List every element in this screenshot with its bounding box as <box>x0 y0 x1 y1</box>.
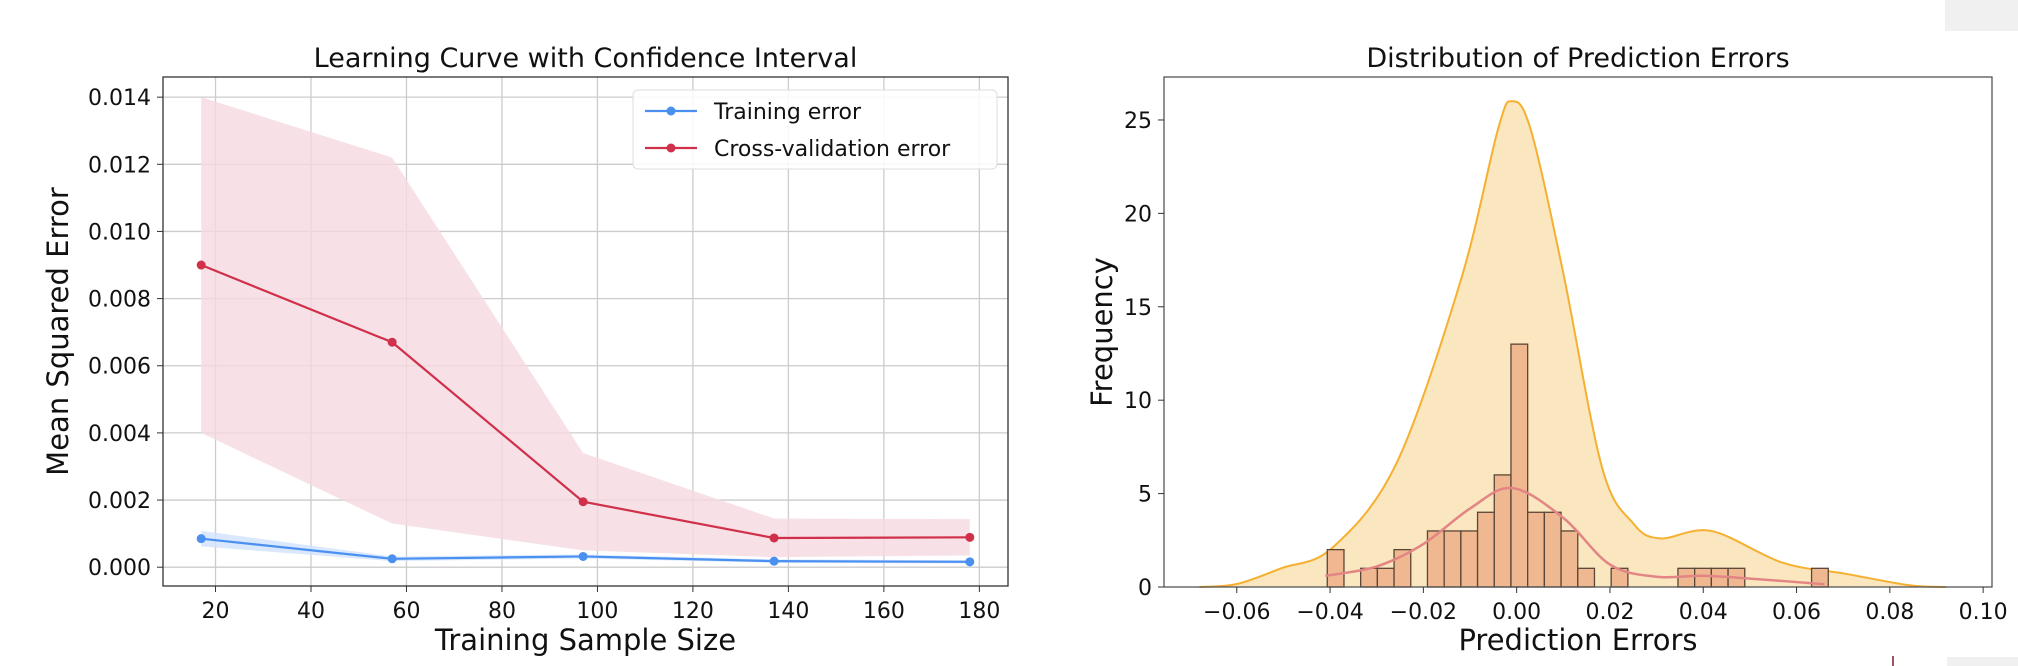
x-tick-label: −0.04 <box>1296 600 1363 625</box>
x-tick-label: 120 <box>672 599 714 624</box>
x-tick-label: 60 <box>392 599 420 624</box>
plot-frame <box>162 76 1009 587</box>
histogram-kde-line <box>1325 486 1825 586</box>
y-tick-label: 20 <box>1124 202 1152 227</box>
histogram-bar <box>1326 548 1345 588</box>
x-tick-label: −0.06 <box>1203 600 1270 625</box>
y-axis-label: Frequency <box>1085 257 1119 407</box>
training-error-point <box>965 557 975 567</box>
y-tick-label: 15 <box>1124 296 1152 321</box>
legend-box <box>632 89 998 170</box>
histogram-bar <box>1543 511 1562 588</box>
cv-error-point <box>196 260 206 270</box>
x-tick-label: 40 <box>297 599 325 624</box>
cv-confidence-band <box>201 97 970 558</box>
y-tick-label: 0.010 <box>88 220 151 245</box>
x-tick-label: 160 <box>863 599 905 624</box>
y-tick-label: 10 <box>1124 389 1152 414</box>
training-error-point <box>196 534 206 544</box>
y-tick-label: 0.008 <box>88 288 151 313</box>
histogram-bar <box>1443 530 1462 588</box>
legend-marker <box>666 143 676 153</box>
histogram-bar <box>1577 567 1596 588</box>
kde-area <box>1199 101 1946 588</box>
training-error-point <box>578 551 588 561</box>
cv-error-point <box>769 533 779 543</box>
histogram-bar <box>1476 511 1495 588</box>
y-tick-label: 0 <box>1138 576 1152 601</box>
x-axis-label: Training Sample Size <box>434 623 736 657</box>
x-tick-label: −0.02 <box>1390 600 1457 625</box>
cv-error-point <box>578 497 588 507</box>
chart-title: Learning Curve with Confidence Interval <box>314 43 858 74</box>
scrollbar-corner-top <box>1945 0 2018 31</box>
histogram-bar <box>1376 567 1395 588</box>
legend: Training error Cross-validation error <box>632 89 998 170</box>
plot-frame <box>1163 76 1993 588</box>
y-tick-label: 0.000 <box>88 556 151 581</box>
training-error-point <box>387 554 397 564</box>
kde-curve <box>1199 100 1946 588</box>
learning-curve-chart: 20 40 60 80 100 120 140 160 180 0.000 0.002 0.004 0.… <box>41 43 1009 657</box>
x-tick-label: 100 <box>576 599 618 624</box>
y-tick-label: 25 <box>1124 109 1152 134</box>
error-distribution-chart: −0.06 −0.04 −0.02 0.00 0.02 0.04 0.06 0.08 0.10 0… <box>1085 43 2008 666</box>
x-tick-label: 0.04 <box>1679 600 1728 625</box>
histogram-bar <box>1460 530 1479 588</box>
y-tick-label: 0.012 <box>88 153 151 178</box>
x-tick-label: 0.00 <box>1492 600 1541 625</box>
histogram-bar <box>1527 511 1546 588</box>
legend-marker <box>666 106 676 116</box>
scrollbar-corner-bottom <box>1947 657 2018 666</box>
histogram-bar <box>1510 343 1529 588</box>
x-tick-label: 0.02 <box>1585 600 1634 625</box>
y-tick-label: 5 <box>1138 483 1152 508</box>
y-tick-label: 0.006 <box>88 355 151 380</box>
y-tick-label: 0.002 <box>88 489 151 514</box>
x-tick-label: 0.08 <box>1865 600 1914 625</box>
legend-label: Cross-validation error <box>714 137 951 162</box>
chart-title: Distribution of Prediction Errors <box>1366 43 1789 74</box>
histogram-bar <box>1360 567 1379 588</box>
x-tick-label: 80 <box>488 599 516 624</box>
histogram-bar <box>1560 530 1579 588</box>
y-tick-label: 0.004 <box>88 422 151 447</box>
histogram-bar <box>1694 567 1713 588</box>
y-tick-label: 0.014 <box>88 86 151 111</box>
legend-label: Training error <box>713 100 862 125</box>
x-tick-label: 140 <box>767 599 809 624</box>
x-tick-label: 20 <box>202 599 230 624</box>
x-axis-label: Prediction Errors <box>1458 623 1697 657</box>
x-tick-label: 180 <box>958 599 1000 624</box>
training-error-point <box>769 556 779 566</box>
y-axis-label: Mean Squared Error <box>41 187 75 476</box>
cv-error-point <box>965 532 975 542</box>
x-tick-label: 0.10 <box>1959 600 2008 625</box>
cv-error-point <box>387 337 397 347</box>
x-tick-label: 0.06 <box>1772 600 1821 625</box>
